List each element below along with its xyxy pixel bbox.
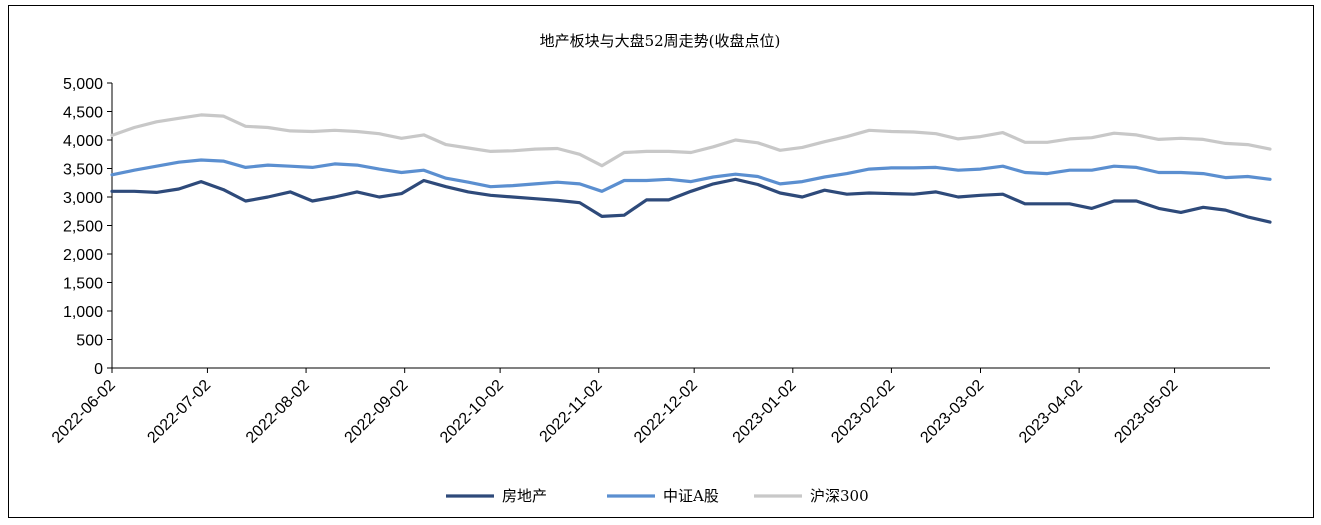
x-tick-label: 2023-02-02 [828, 377, 898, 447]
x-tick-label: 2022-08-02 [243, 377, 313, 447]
series-layer [110, 113, 1272, 224]
y-tick-label: 4,000 [63, 133, 103, 150]
x-tick-label: 2023-05-02 [1111, 377, 1181, 447]
x-tick-label: 2022-09-02 [342, 377, 412, 447]
y-tick-label: 3,000 [63, 190, 103, 207]
y-tick-label: 4,500 [63, 105, 103, 122]
y-tick-label: 2,000 [63, 247, 103, 264]
y-tick-label: 0 [94, 361, 103, 378]
x-axis: 2022-06-02 2022-07-02 2022-08-02 2022-09-02… [49, 367, 1270, 447]
series-line-2 [110, 113, 1272, 168]
chart-frame [8, 5, 1314, 518]
series-line-1 [110, 158, 1272, 193]
y-tick-label: 1,500 [63, 276, 103, 293]
y-axis: 0 500 1,000 1,500 2,000 2,500 3,000 3,500 4,000 4… [63, 76, 113, 378]
legend-label-0: 房地产 [502, 487, 547, 505]
y-tick-label: 500 [76, 333, 103, 350]
y-tick-label: 2,500 [63, 219, 103, 236]
y-tick-label: 1,000 [63, 304, 103, 321]
x-tick-label: 2023-01-02 [730, 377, 800, 447]
x-tick-label: 2023-04-02 [1016, 377, 1086, 447]
y-tick-label: 3,500 [63, 162, 103, 179]
y-tick-label: 5,000 [63, 76, 103, 93]
legend-label-2: 沪深300 [810, 487, 869, 505]
x-tick-label: 2022-07-02 [144, 377, 214, 447]
x-tick-label: 2022-11-02 [537, 377, 606, 446]
x-tick-label: 2022-10-02 [437, 377, 507, 447]
series-line-0 [110, 177, 1272, 224]
x-tick-label: 2022-12-02 [631, 377, 701, 447]
legend: 房地产 中证A股 沪深300 [446, 487, 869, 505]
chart-title: 地产板块与大盘52周走势(收盘点位) [540, 32, 781, 50]
x-tick-label: 2022-06-02 [49, 377, 119, 447]
legend-label-1: 中证A股 [663, 487, 719, 505]
x-tick-label: 2023-03-02 [917, 377, 987, 447]
